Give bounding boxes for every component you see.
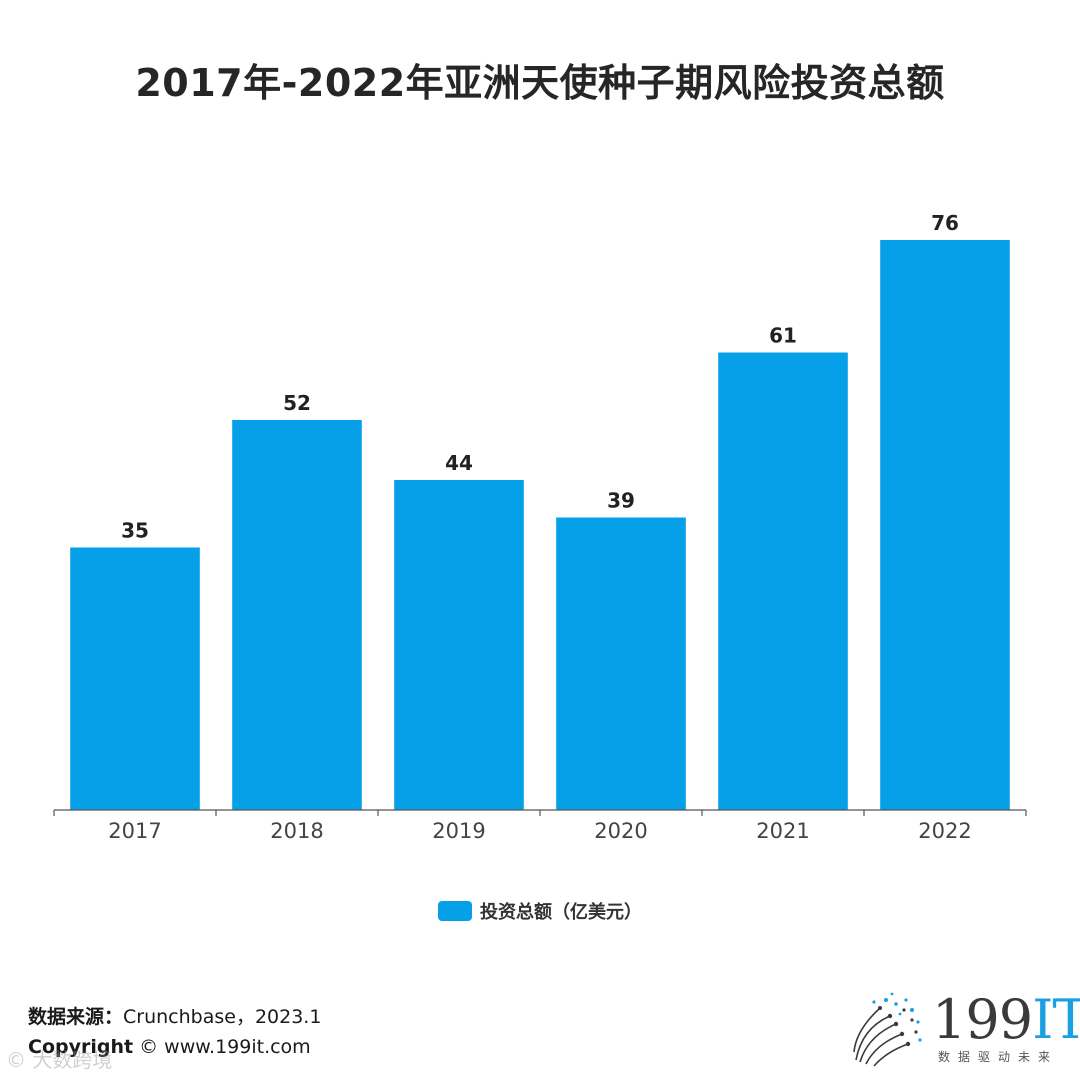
- bar-2019: [394, 480, 524, 810]
- copyright-key: Copyright: [28, 1036, 134, 1058]
- data-label-2020: 39: [607, 489, 635, 513]
- dots-sphere-icon: [853, 992, 922, 1067]
- tick-label-2019: 2019: [432, 819, 485, 843]
- tick-label-2017: 2017: [108, 819, 161, 843]
- legend-swatch: [438, 901, 472, 921]
- data-labels: 35 52 44 39 61 76: [121, 211, 959, 543]
- logo-tagline: 数据驱动未来: [938, 1050, 1059, 1064]
- chart-title: 2017年-2022年亚洲天使种子期风险投资总额: [135, 61, 945, 105]
- bar-2018: [232, 420, 362, 810]
- bars-layer: [70, 240, 1010, 810]
- data-label-2022: 76: [931, 211, 959, 235]
- data-label-2021: 61: [769, 324, 797, 348]
- bar-2021: [718, 352, 848, 810]
- tick-label-2021: 2021: [756, 819, 809, 843]
- tick-label-2022: 2022: [918, 819, 971, 843]
- source-key: 数据来源：: [28, 1006, 124, 1028]
- legend-label: 投资总额（亿美元）: [480, 902, 642, 923]
- tick-label-2018: 2018: [270, 819, 323, 843]
- source-value: Crunchbase，2023.1: [123, 1006, 322, 1028]
- tick-label-2020: 2020: [594, 819, 647, 843]
- data-label-2018: 52: [283, 391, 311, 415]
- copyright: Copyright © www.199it.com: [28, 1036, 311, 1058]
- bar-2022: [880, 240, 1010, 810]
- bar-2020: [556, 517, 686, 810]
- legend: 投资总额（亿美元）: [0, 898, 1080, 924]
- bar-chart: 2017 2018 2019 2020 2021 2022 35 52 44 39 61 76: [53, 211, 1027, 843]
- copyright-value: © www.199it.com: [139, 1036, 311, 1058]
- x-axis: 2017 2018 2019 2020 2021 2022: [53, 809, 1027, 843]
- 199it-logo: 199IT 数据驱动未来: [846, 990, 1080, 1070]
- data-source: 数据来源：Crunchbase，2023.1: [28, 1002, 321, 1029]
- logo-accent: IT: [1032, 988, 1080, 1051]
- bar-2017: [70, 547, 200, 810]
- logo-text: 199IT: [932, 990, 1080, 1050]
- data-label-2019: 44: [445, 451, 473, 475]
- logo-main: 199: [932, 988, 1033, 1051]
- data-label-2017: 35: [121, 519, 149, 543]
